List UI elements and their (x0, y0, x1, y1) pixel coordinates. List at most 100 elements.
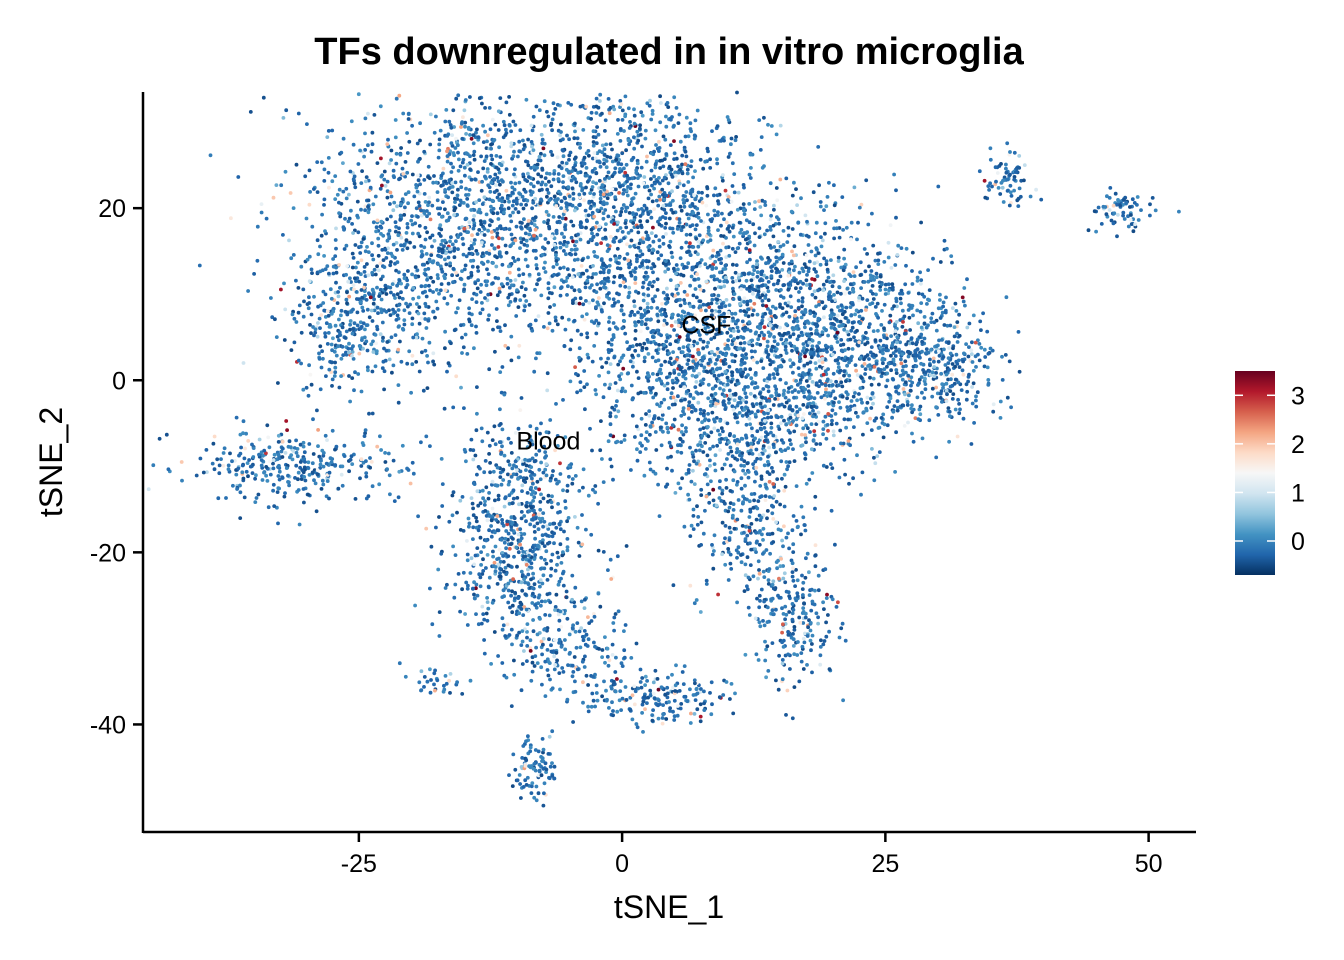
scatter-point (276, 381, 280, 385)
scatter-point (650, 199, 655, 204)
scatter-point (432, 238, 437, 243)
scatter-point (442, 238, 447, 243)
scatter-point (929, 348, 933, 352)
scatter-point (523, 177, 528, 182)
scatter-point (741, 183, 746, 187)
scatter-point (378, 104, 383, 109)
scatter-point (467, 319, 472, 324)
scatter-point (370, 411, 375, 416)
scatter-point (602, 276, 607, 281)
scatter-point (660, 187, 665, 192)
scatter-point (422, 192, 427, 196)
scatter-point (485, 139, 489, 144)
scatter-point (622, 236, 626, 241)
scatter-point (632, 107, 636, 112)
scatter-point (771, 282, 776, 287)
scatter-point (355, 323, 360, 328)
scatter-point (410, 272, 414, 277)
scatter-point (792, 268, 796, 273)
scatter-point (471, 218, 476, 222)
scatter-point (781, 312, 786, 317)
scatter-point (347, 350, 351, 355)
scatter-point (557, 215, 562, 219)
scatter-point (636, 176, 640, 181)
scatter-point (972, 421, 976, 425)
scatter-points (146, 90, 1181, 808)
scatter-point (396, 308, 401, 312)
scatter-point (569, 235, 574, 240)
scatter-point (616, 118, 620, 122)
scatter-point (417, 369, 422, 374)
scatter-point (618, 105, 622, 109)
scatter-point (600, 111, 604, 116)
scatter-point (479, 188, 484, 193)
scatter-point (597, 224, 602, 229)
scatter-point (549, 184, 554, 189)
scatter-point (840, 312, 845, 317)
scatter-point (310, 224, 315, 229)
scatter-point (849, 313, 854, 317)
scatter-point (561, 185, 566, 190)
scatter-point (546, 281, 551, 286)
scatter-point (516, 210, 521, 215)
scatter-point (290, 312, 295, 317)
scatter-point (643, 447, 648, 451)
scatter-point (676, 121, 681, 125)
scatter-point (415, 332, 419, 336)
scatter-point (323, 292, 328, 297)
scatter-point (521, 280, 525, 285)
scatter-point (416, 231, 421, 236)
scatter-point (755, 274, 760, 279)
scatter-point (978, 319, 983, 324)
scatter-point (597, 159, 601, 164)
scatter-point (810, 344, 815, 349)
scatter-point (793, 264, 797, 269)
scatter-point (497, 236, 501, 241)
scatter-point (261, 95, 266, 100)
scatter-point (358, 345, 363, 349)
scatter-point (333, 365, 338, 370)
scatter-point (619, 210, 624, 214)
scatter-point (812, 289, 817, 294)
scatter-point (356, 270, 361, 275)
scatter-point (662, 207, 667, 212)
scatter-point (882, 260, 887, 264)
scatter-point (524, 97, 529, 102)
scatter-point (678, 204, 683, 209)
scatter-point (535, 266, 539, 271)
scatter-point (891, 377, 896, 382)
scatter-point (916, 291, 921, 296)
scatter-point (945, 246, 949, 251)
scatter-point (351, 142, 356, 147)
scatter-point (881, 412, 886, 417)
scatter-point (536, 272, 541, 277)
scatter-point (305, 122, 309, 126)
scatter-point (665, 286, 669, 291)
scatter-point (437, 137, 442, 142)
scatter-point (608, 457, 613, 462)
scatter-point (932, 320, 937, 325)
scatter-point (383, 287, 388, 291)
scatter-point (551, 248, 555, 252)
scatter-point (843, 316, 848, 320)
scatter-point (392, 200, 397, 205)
scatter-point (473, 177, 477, 182)
scatter-point (853, 312, 857, 317)
scatter-point (456, 143, 460, 148)
scatter-point (795, 319, 800, 324)
scatter-point (736, 329, 741, 333)
scatter-point (601, 211, 606, 216)
scatter-point (981, 311, 985, 316)
scatter-point (804, 278, 809, 283)
scatter-point (264, 216, 269, 221)
scatter-point (909, 336, 914, 341)
scatter-point (456, 150, 460, 155)
scatter-point (882, 302, 887, 307)
scatter-point (783, 348, 788, 352)
scatter-point (330, 377, 335, 382)
scatter-point (518, 246, 522, 251)
scatter-point (666, 296, 670, 301)
scatter-point (709, 301, 714, 306)
scatter-point (671, 350, 675, 354)
scatter-point (755, 312, 760, 317)
